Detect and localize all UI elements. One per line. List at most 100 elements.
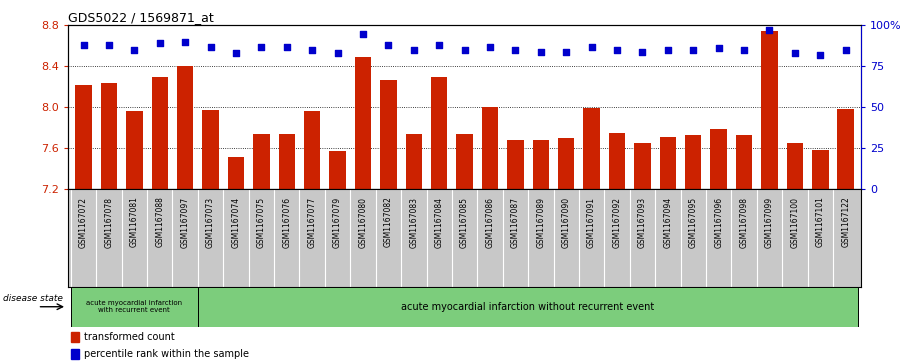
Text: GSM1167077: GSM1167077	[308, 197, 317, 248]
Text: GSM1167093: GSM1167093	[638, 197, 647, 248]
Bar	[507, 140, 524, 189]
Bar	[330, 151, 346, 189]
Text: GSM1167100: GSM1167100	[791, 197, 799, 248]
Bar	[558, 138, 575, 189]
Bar	[71, 349, 79, 359]
Point	[128, 47, 142, 53]
Bar	[354, 57, 372, 189]
Bar	[198, 287, 858, 327]
Point	[331, 50, 345, 56]
Text: GSM1167094: GSM1167094	[663, 197, 672, 248]
Text: GSM1167081: GSM1167081	[130, 197, 138, 248]
Bar	[71, 287, 198, 327]
Bar	[177, 66, 193, 189]
Point	[457, 47, 472, 53]
Bar	[736, 135, 752, 189]
Bar	[202, 110, 219, 189]
Point	[508, 47, 523, 53]
Point	[609, 47, 624, 53]
Point	[406, 47, 421, 53]
Text: GSM1167087: GSM1167087	[511, 197, 520, 248]
Text: GSM1167074: GSM1167074	[231, 197, 241, 248]
Text: acute myocardial infarction without recurrent event: acute myocardial infarction without recu…	[402, 302, 655, 312]
Bar	[405, 134, 422, 189]
Text: GSM1167096: GSM1167096	[714, 197, 723, 248]
Text: GSM1167072: GSM1167072	[79, 197, 88, 248]
Text: GSM1167079: GSM1167079	[333, 197, 343, 248]
Point	[229, 50, 243, 56]
Bar	[456, 134, 473, 189]
Bar	[380, 79, 396, 189]
Text: percentile rank within the sample: percentile rank within the sample	[84, 349, 250, 359]
Point	[838, 47, 853, 53]
Point	[737, 47, 752, 53]
Point	[660, 47, 675, 53]
Text: GSM1167122: GSM1167122	[841, 197, 850, 247]
Bar	[482, 107, 498, 189]
Text: GSM1167083: GSM1167083	[409, 197, 418, 248]
Point	[686, 47, 701, 53]
Point	[178, 39, 192, 45]
Point	[280, 44, 294, 50]
Text: GSM1167078: GSM1167078	[105, 197, 114, 248]
Text: GSM1167099: GSM1167099	[765, 197, 774, 248]
Point	[355, 30, 370, 36]
Text: transformed count: transformed count	[84, 332, 175, 342]
Point	[559, 49, 574, 54]
Point	[77, 42, 91, 48]
Point	[788, 50, 803, 56]
Text: GSM1167073: GSM1167073	[206, 197, 215, 248]
Bar	[533, 140, 549, 189]
Text: GDS5022 / 1569871_at: GDS5022 / 1569871_at	[68, 11, 214, 24]
Bar	[837, 109, 854, 189]
Point	[152, 41, 167, 46]
Point	[534, 49, 548, 54]
Point	[203, 44, 218, 50]
Bar	[660, 137, 676, 189]
Bar	[76, 85, 92, 189]
Point	[763, 28, 777, 33]
Text: GSM1167080: GSM1167080	[359, 197, 367, 248]
Bar	[253, 134, 270, 189]
Bar	[634, 143, 650, 189]
Text: GSM1167089: GSM1167089	[537, 197, 546, 248]
Bar	[762, 30, 778, 189]
Text: GSM1167098: GSM1167098	[740, 197, 749, 248]
Bar	[304, 111, 321, 189]
Text: GSM1167076: GSM1167076	[282, 197, 292, 248]
Bar	[126, 111, 143, 189]
Text: GSM1167075: GSM1167075	[257, 197, 266, 248]
Point	[254, 44, 269, 50]
Text: GSM1167091: GSM1167091	[587, 197, 596, 248]
Point	[381, 42, 395, 48]
Point	[813, 52, 827, 58]
Text: GSM1167097: GSM1167097	[180, 197, 189, 248]
Point	[102, 42, 117, 48]
Point	[711, 45, 726, 51]
Bar	[812, 150, 828, 189]
Bar	[711, 129, 727, 189]
Bar	[786, 143, 804, 189]
Bar	[279, 134, 295, 189]
Text: acute myocardial infarction
with recurrent event: acute myocardial infarction with recurre…	[87, 300, 182, 313]
Text: disease state: disease state	[4, 294, 63, 303]
Bar	[71, 332, 79, 342]
Text: GSM1167084: GSM1167084	[435, 197, 444, 248]
Bar	[228, 157, 244, 189]
Point	[635, 49, 650, 54]
Point	[584, 44, 599, 50]
Text: GSM1167090: GSM1167090	[562, 197, 570, 248]
Bar	[431, 77, 447, 189]
Bar	[685, 135, 701, 189]
Text: GSM1167092: GSM1167092	[612, 197, 621, 248]
Point	[305, 47, 320, 53]
Bar	[151, 77, 168, 189]
Text: GSM1167095: GSM1167095	[689, 197, 698, 248]
Point	[483, 44, 497, 50]
Text: GSM1167088: GSM1167088	[155, 197, 164, 248]
Bar	[609, 132, 625, 189]
Bar	[101, 83, 118, 189]
Text: GSM1167082: GSM1167082	[384, 197, 393, 248]
Text: GSM1167101: GSM1167101	[815, 197, 824, 248]
Point	[432, 42, 446, 48]
